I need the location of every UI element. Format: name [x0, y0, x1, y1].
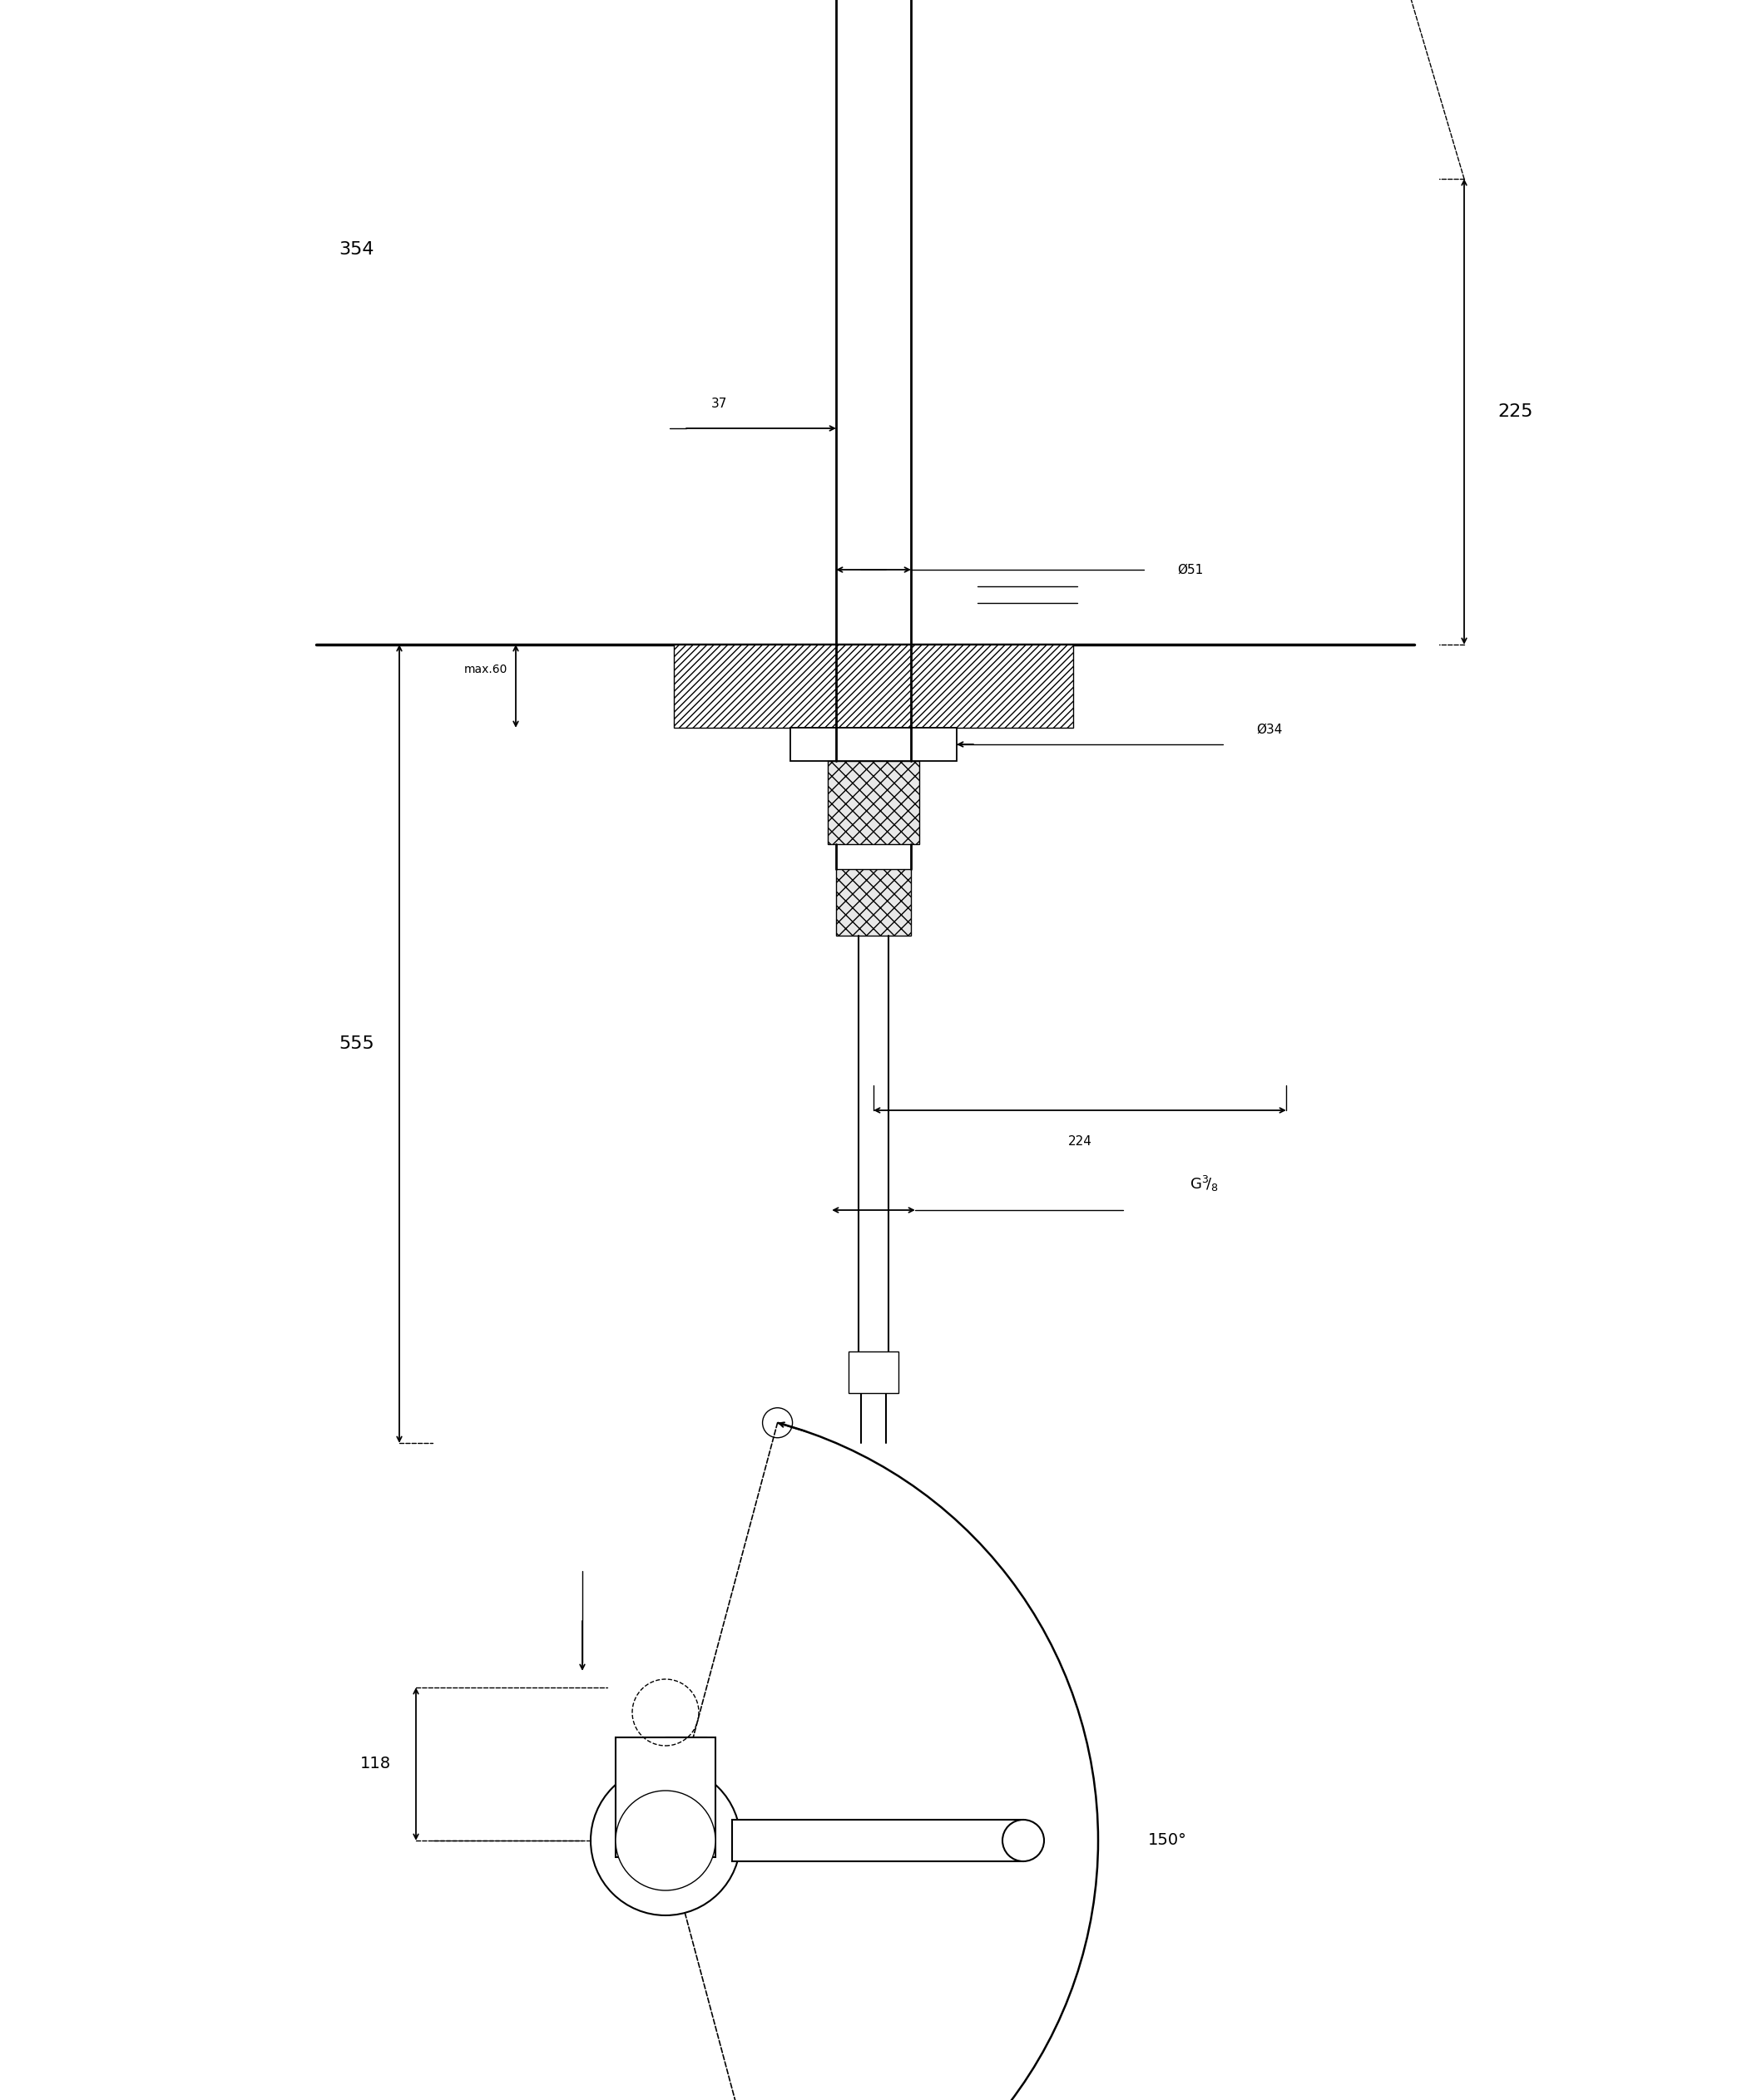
Text: 37: 37 [711, 397, 727, 410]
Circle shape [590, 1766, 741, 1915]
Bar [732, 1821, 1023, 1861]
Bar [827, 760, 920, 844]
Circle shape [615, 1791, 715, 1890]
Text: max.60: max.60 [464, 664, 508, 676]
Text: G$^3\!/_8$: G$^3\!/_8$ [1190, 1174, 1219, 1193]
Text: 118: 118 [361, 1756, 391, 1772]
Circle shape [1002, 1821, 1044, 1861]
Text: 555: 555 [338, 1035, 375, 1052]
Text: 225: 225 [1498, 403, 1533, 420]
Bar [615, 1737, 715, 1856]
Bar [848, 1352, 899, 1392]
Bar [836, 869, 911, 937]
Text: 150°: 150° [1148, 1833, 1188, 1848]
Text: Ø51: Ø51 [1177, 563, 1204, 575]
Bar [675, 645, 1074, 729]
Text: Ø34: Ø34 [1256, 724, 1282, 735]
Text: 224: 224 [1067, 1136, 1091, 1149]
Bar [790, 729, 957, 760]
Text: 354: 354 [338, 242, 375, 258]
